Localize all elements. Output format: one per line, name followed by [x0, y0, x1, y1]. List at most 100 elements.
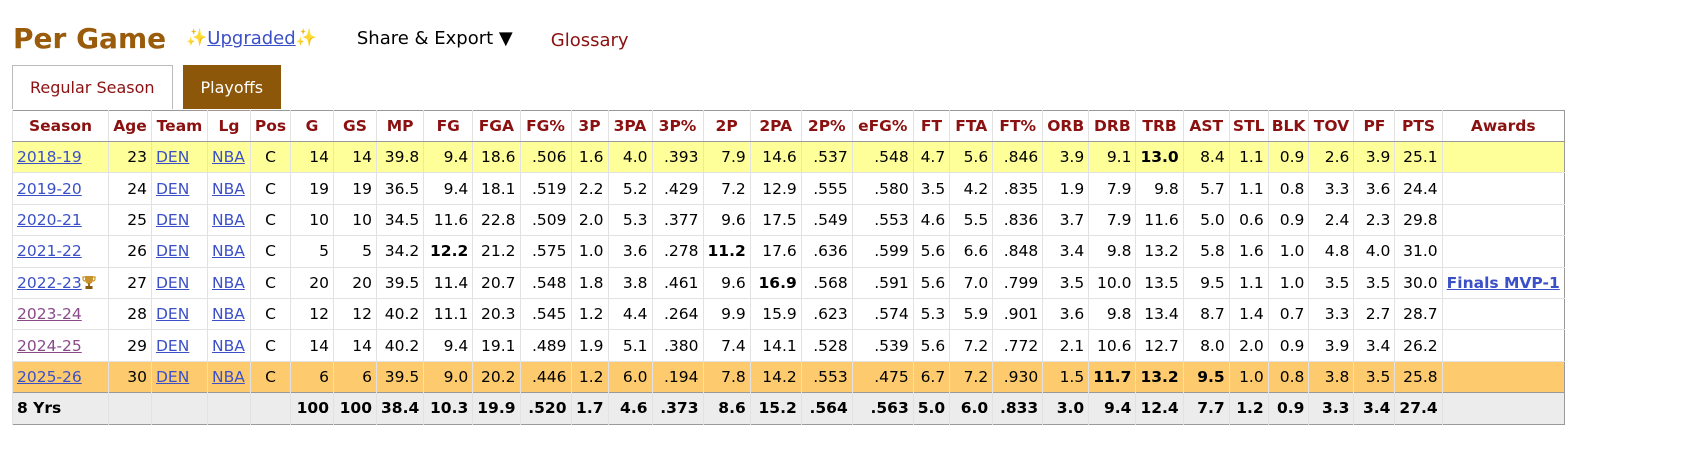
column-header[interactable]: Season — [12, 110, 109, 142]
league-link[interactable]: NBA — [212, 367, 245, 386]
column-header[interactable]: 2PA — [749, 110, 802, 142]
cell: 7.2 — [702, 172, 751, 205]
stat-value: 2.2 — [578, 179, 604, 198]
cell: 10 — [290, 203, 334, 236]
column-header[interactable]: FT — [912, 110, 950, 142]
stat-value: 2.0 — [578, 210, 604, 229]
column-header[interactable]: FTA — [949, 110, 993, 142]
season-link[interactable]: 2022-23 — [17, 273, 82, 292]
cell: 3.6 — [607, 235, 652, 268]
stat-value: 9.1 — [1106, 148, 1132, 167]
stat-value: 12 — [309, 305, 329, 324]
stat-value: 7.8 — [721, 367, 746, 386]
team-link[interactable]: DEN — [156, 273, 190, 292]
column-header[interactable]: Team — [151, 110, 208, 142]
column-header[interactable]: eFG% — [851, 110, 914, 142]
season-link[interactable]: 2020-21 — [17, 210, 82, 229]
team-link[interactable]: DEN — [156, 148, 190, 167]
team-link[interactable]: DEN — [156, 210, 190, 229]
stat-value: 8.4 — [1200, 148, 1225, 167]
column-header[interactable]: TOV — [1308, 110, 1354, 142]
tab[interactable]: Playoffs — [182, 65, 282, 109]
column-header[interactable]: FGA — [472, 110, 520, 142]
team-link[interactable]: DEN — [156, 305, 190, 324]
cell: 1.8 — [570, 266, 608, 299]
league-link[interactable]: NBA — [212, 148, 245, 167]
share-export-menu[interactable]: Share & Export ▼ — [356, 27, 513, 49]
stat-value: .623 — [813, 305, 848, 324]
season-link[interactable]: 2018-19 — [17, 148, 82, 167]
tab[interactable]: Regular Season — [12, 65, 173, 109]
column-header[interactable]: G — [290, 110, 334, 142]
stat-value: 4.0 — [1365, 242, 1391, 261]
column-header[interactable]: STL — [1228, 110, 1269, 142]
stat-value: 3.8 — [1324, 367, 1350, 386]
season-link[interactable]: 2023-24 — [17, 305, 82, 324]
stat-value: 39.5 — [384, 367, 420, 386]
cell: 13.2 — [1135, 235, 1184, 268]
column-header[interactable]: FG — [423, 110, 473, 142]
column-header[interactable]: PF — [1353, 110, 1395, 142]
cell: 2021-22 — [12, 235, 109, 268]
stat-value: 6.6 — [963, 242, 989, 261]
league-link[interactable]: NBA — [212, 273, 245, 292]
column-header[interactable]: PTS — [1394, 110, 1443, 142]
league-link[interactable]: NBA — [212, 242, 245, 261]
stat-value: 10 — [352, 210, 372, 229]
cell: 4.2 — [949, 172, 993, 205]
column-header[interactable]: 2P — [702, 110, 751, 142]
cell: 5.6 — [949, 140, 993, 173]
cell: 9.8 — [1088, 235, 1136, 268]
league-link[interactable]: NBA — [212, 336, 245, 355]
column-header[interactable]: 3PA — [607, 110, 652, 142]
team-link[interactable]: DEN — [156, 179, 190, 198]
league-link[interactable]: NBA — [212, 305, 245, 324]
column-header[interactable]: 3P — [570, 110, 608, 142]
stat-value: 3.7 — [1059, 210, 1085, 229]
column-header[interactable]: ORB — [1042, 110, 1089, 142]
cell: 9.4 — [1088, 392, 1136, 425]
cell: 7.2 — [949, 360, 993, 393]
cell: 2025-26 — [12, 360, 109, 393]
team-link[interactable]: DEN — [156, 242, 190, 261]
season-link[interactable]: 2025-26 — [17, 367, 82, 386]
cell: 9.4 — [423, 140, 473, 173]
column-header[interactable]: Pos — [250, 110, 291, 142]
cell: 3.6 — [1042, 297, 1089, 330]
stat-value: C — [265, 273, 276, 292]
stat-value: C — [265, 242, 276, 261]
team-link[interactable]: DEN — [156, 367, 190, 386]
column-header[interactable]: BLK — [1267, 110, 1309, 142]
team-link[interactable]: DEN — [156, 336, 190, 355]
cell: DEN — [151, 172, 208, 205]
cell: .930 — [992, 360, 1043, 393]
column-header[interactable]: 3P% — [651, 110, 703, 142]
column-header[interactable]: Lg — [207, 110, 251, 142]
column-header[interactable]: MP — [375, 110, 424, 142]
cell: 34.2 — [375, 235, 424, 268]
column-header[interactable]: 2P% — [800, 110, 853, 142]
season-link[interactable]: 2021-22 — [17, 242, 82, 261]
cell: 5.0 — [912, 392, 950, 425]
stat-value: 1.6 — [1239, 242, 1264, 261]
league-link[interactable]: NBA — [212, 210, 245, 229]
column-header[interactable]: TRB — [1135, 110, 1184, 142]
column-header[interactable]: AST — [1182, 110, 1230, 142]
column-header[interactable]: GS — [333, 110, 377, 142]
stat-value: 1.2 — [578, 305, 604, 324]
season-link[interactable]: 2019-20 — [17, 179, 82, 198]
column-header[interactable]: Awards — [1441, 110, 1565, 142]
upgraded-link[interactable]: Upgraded — [207, 27, 296, 49]
column-header[interactable]: Age — [108, 110, 152, 142]
cell: 14 — [290, 329, 334, 362]
cell: 13.4 — [1135, 297, 1184, 330]
total-value: 3.3 — [1321, 399, 1350, 418]
award-link[interactable]: Finals MVP-1 — [1446, 273, 1560, 292]
glossary-link[interactable]: Glossary — [550, 29, 629, 51]
league-link[interactable]: NBA — [212, 179, 245, 198]
column-header[interactable]: DRB — [1088, 110, 1136, 142]
season-link[interactable]: 2024-25 — [17, 336, 82, 355]
column-header[interactable]: FG% — [519, 110, 571, 142]
cell: DEN — [151, 329, 208, 362]
column-header[interactable]: FT% — [992, 110, 1043, 142]
